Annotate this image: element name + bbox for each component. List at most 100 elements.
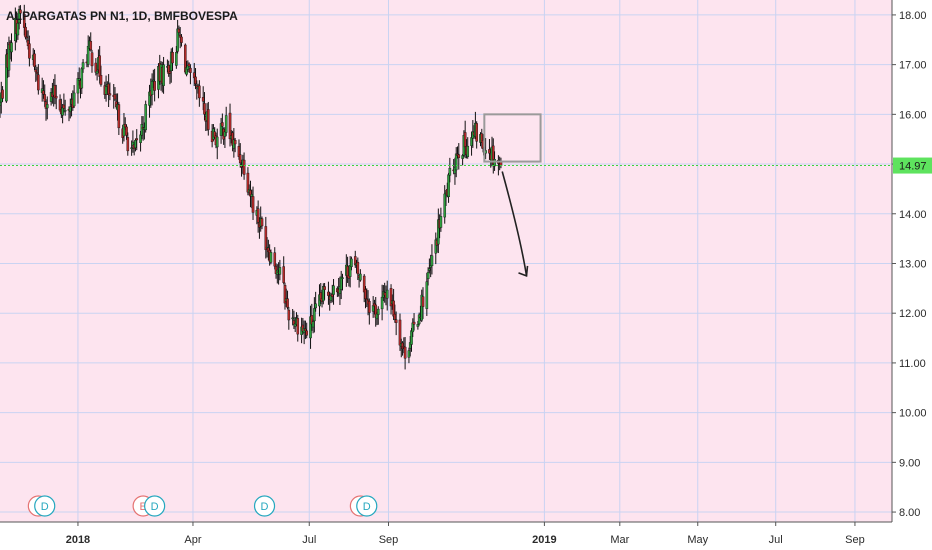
candle-body [439, 216, 443, 228]
candle-body [42, 90, 45, 95]
candle-body [176, 28, 179, 52]
event-badge-label: D [41, 501, 49, 513]
candle-body [291, 317, 294, 320]
candle-body [238, 154, 242, 164]
candle-body [25, 36, 29, 39]
candle-body [224, 115, 228, 133]
candle-body [264, 226, 268, 250]
candle-body [130, 147, 133, 149]
candle-body [34, 69, 38, 73]
candle-body [37, 74, 40, 91]
x-tick-label-2: Jul [302, 534, 316, 546]
candle-body [162, 64, 165, 86]
candle-body [447, 174, 450, 198]
candle-body [242, 159, 246, 175]
x-tick-label-6: May [687, 534, 708, 546]
candle-body [180, 36, 183, 43]
candle-body [80, 68, 84, 89]
candle-body [81, 62, 85, 70]
candle-body [278, 267, 282, 275]
dividend-badge-icon[interactable] [144, 495, 166, 517]
candle-body [454, 153, 458, 171]
y-tick-label-2: 10.00 [899, 408, 927, 420]
y-axis-panel[interactable] [892, 0, 932, 522]
candle-body [108, 93, 112, 96]
candle-body [177, 28, 181, 33]
candle-body [401, 342, 404, 349]
candle-body [376, 308, 380, 315]
candle-body [126, 137, 130, 152]
candle-body [368, 301, 371, 313]
candle-body [327, 291, 330, 296]
candle-body [53, 85, 57, 98]
candle-body [207, 109, 210, 130]
candle-body [332, 285, 335, 295]
candle-body [117, 104, 121, 129]
event-badges: EDEDDED [27, 495, 378, 517]
y-tick-label-6: 14.00 [899, 209, 927, 221]
candle-body [89, 41, 93, 50]
candle-body [250, 194, 254, 197]
candle-body [86, 45, 90, 65]
candle-body [428, 268, 431, 271]
x-tick-label-0: 2018 [66, 534, 90, 546]
candle-body [215, 136, 219, 148]
candle-body [107, 83, 110, 95]
target-box-annotation[interactable] [483, 113, 542, 163]
candle-body [463, 132, 467, 148]
candle-body [144, 104, 147, 131]
chart-title: ALPARGATAS PN N1, 1D, BMFBOVESPA [6, 9, 238, 23]
event-badge-label: D [363, 501, 371, 513]
candle-body [407, 350, 411, 358]
candle-body [221, 122, 224, 127]
candle-body [90, 52, 94, 67]
candle-body [425, 281, 429, 309]
candle-body [305, 330, 309, 336]
dividend-badge-icon[interactable] [253, 495, 276, 517]
candle-body [95, 70, 99, 74]
candle-body [72, 92, 76, 107]
candlestick-series [0, 4, 503, 370]
candle-body [233, 140, 237, 145]
candle-body [410, 330, 413, 345]
x-tick-label-3: Sep [379, 534, 399, 546]
candle-body [43, 94, 47, 102]
candle-body [417, 314, 421, 325]
candle-body [203, 103, 206, 115]
candle-body [68, 106, 72, 112]
candle-body [153, 81, 156, 91]
candle-body [350, 258, 353, 268]
candle-body [304, 328, 307, 332]
x-axis-panel[interactable] [0, 522, 932, 550]
candle-body [296, 318, 300, 335]
candle-body [35, 72, 39, 74]
candle-body [269, 252, 273, 263]
candle-body [493, 159, 496, 167]
y-tick-label-4: 12.00 [899, 308, 927, 320]
candle-body [19, 9, 22, 14]
down-arrow-annotation[interactable] [501, 171, 528, 277]
candle-body [282, 266, 286, 283]
current-price-marker: 14.97 [893, 157, 932, 174]
y-tick-label-8: 16.00 [899, 109, 927, 121]
dividend-badge-icon[interactable] [34, 495, 56, 517]
candle-body [365, 298, 369, 301]
current-price-tag [893, 157, 932, 174]
candle-body [412, 321, 416, 325]
candle-body [260, 218, 264, 227]
y-tick-label-0: 8.00 [899, 507, 920, 519]
drawing-annotations [0, 113, 892, 278]
candle-body [341, 277, 344, 279]
y-tick-label-9: 17.00 [899, 60, 927, 72]
y-tick-label-1: 9.00 [899, 457, 920, 469]
event-badge-label: E [139, 501, 146, 513]
candle-body [123, 124, 127, 128]
candle-body [187, 63, 191, 67]
candle-body [168, 71, 172, 74]
candle-body [443, 193, 447, 218]
candle-body [398, 319, 402, 346]
dividend-badge-icon[interactable] [356, 495, 378, 517]
y-tick-label-3: 11.00 [899, 358, 926, 370]
candle-body [63, 110, 67, 112]
